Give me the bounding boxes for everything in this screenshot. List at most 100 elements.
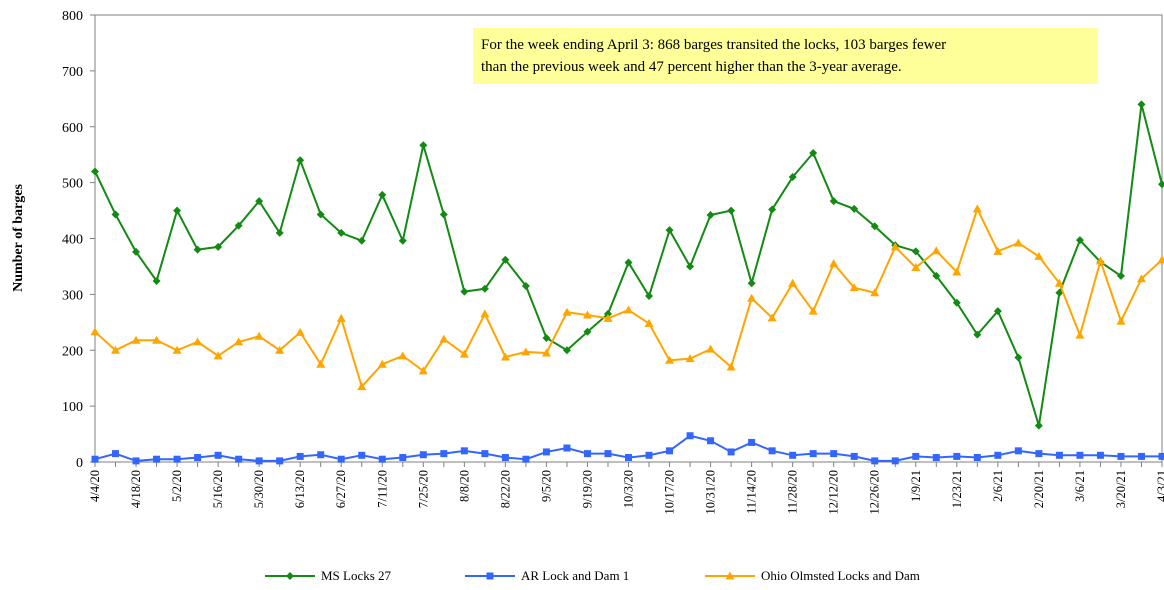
marker: [973, 330, 982, 339]
marker: [665, 355, 675, 364]
x-tick-label: 10/31/20: [704, 470, 718, 514]
x-tick-label: 11/28/20: [786, 470, 800, 514]
marker: [644, 318, 654, 327]
marker: [1034, 251, 1044, 260]
marker: [666, 447, 674, 455]
marker: [213, 351, 223, 360]
marker: [707, 437, 715, 445]
marker: [809, 450, 817, 458]
marker: [809, 149, 818, 158]
marker: [234, 221, 243, 230]
marker: [481, 450, 489, 458]
marker: [501, 454, 509, 462]
marker: [789, 451, 797, 459]
x-tick-label: 1/23/21: [950, 470, 964, 508]
marker: [152, 335, 162, 344]
marker: [460, 447, 468, 455]
marker: [972, 204, 982, 213]
marker: [952, 298, 961, 307]
marker: [501, 255, 510, 264]
marker: [132, 457, 140, 465]
legend-label: Ohio Olmsted Locks and Dam: [761, 568, 920, 583]
x-tick-label: 2/6/21: [991, 470, 1005, 502]
x-tick-label: 7/25/20: [416, 470, 430, 508]
marker: [768, 205, 777, 214]
marker: [830, 450, 838, 458]
x-tick-label: 10/3/20: [622, 470, 636, 508]
marker: [1116, 271, 1125, 280]
marker: [521, 347, 531, 356]
marker: [1116, 316, 1126, 325]
marker: [645, 292, 654, 301]
marker: [276, 457, 284, 465]
marker: [604, 450, 612, 458]
marker: [1075, 236, 1084, 245]
x-tick-label: 9/19/20: [580, 470, 594, 508]
marker: [358, 451, 366, 459]
marker: [890, 242, 900, 251]
marker: [399, 454, 407, 462]
marker: [871, 457, 879, 465]
x-tick-label: 4/18/20: [129, 470, 143, 508]
legend-item: Ohio Olmsted Locks and Dam: [705, 568, 920, 583]
marker: [931, 246, 941, 255]
marker: [378, 190, 387, 199]
marker: [747, 293, 757, 302]
marker: [686, 262, 695, 271]
x-tick-label: 5/16/20: [211, 470, 225, 508]
marker: [1013, 238, 1023, 247]
marker: [953, 452, 961, 460]
y-tick-label: 500: [62, 177, 83, 192]
x-tick-label: 12/26/20: [868, 470, 882, 514]
marker: [317, 451, 325, 459]
marker: [727, 206, 736, 215]
marker: [1117, 452, 1125, 460]
x-tick-label: 4/3/21: [1155, 470, 1164, 502]
marker: [563, 444, 571, 452]
marker: [542, 333, 551, 342]
marker: [624, 305, 633, 314]
marker: [131, 335, 141, 344]
x-tick-label: 7/11/20: [375, 470, 389, 508]
x-tick-label: 6/13/20: [293, 470, 307, 508]
marker: [378, 455, 386, 463]
marker: [111, 210, 120, 219]
marker: [541, 348, 551, 357]
annotation-text: For the week ending April 3: 868 barges …: [481, 37, 946, 53]
marker: [727, 448, 735, 456]
marker: [1055, 451, 1063, 459]
marker: [1158, 452, 1164, 460]
marker: [440, 450, 448, 458]
marker: [337, 228, 346, 237]
marker: [1136, 274, 1146, 283]
marker: [583, 450, 591, 458]
y-tick-label: 300: [62, 288, 83, 303]
marker: [153, 455, 161, 463]
x-tick-label: 8/8/20: [457, 470, 471, 502]
marker: [624, 258, 633, 267]
marker: [398, 236, 407, 245]
marker: [235, 455, 243, 463]
marker: [90, 327, 100, 336]
marker: [993, 307, 1002, 316]
x-tick-label: 1/9/21: [909, 470, 923, 502]
marker: [480, 284, 489, 293]
marker: [725, 571, 735, 580]
x-tick-label: 5/30/20: [252, 470, 266, 508]
marker: [357, 382, 367, 391]
marker: [849, 283, 859, 292]
marker: [1014, 353, 1023, 362]
marker: [911, 263, 921, 272]
marker: [1158, 180, 1164, 189]
y-tick-label: 200: [62, 344, 83, 359]
x-tick-label: 6/27/20: [334, 470, 348, 508]
x-tick-label: 3/6/21: [1073, 470, 1087, 502]
marker: [686, 432, 694, 440]
marker: [891, 457, 899, 465]
marker: [152, 276, 161, 285]
marker: [419, 141, 428, 150]
marker: [521, 281, 530, 290]
marker: [1076, 451, 1084, 459]
marker: [173, 455, 181, 463]
marker: [994, 451, 1002, 459]
